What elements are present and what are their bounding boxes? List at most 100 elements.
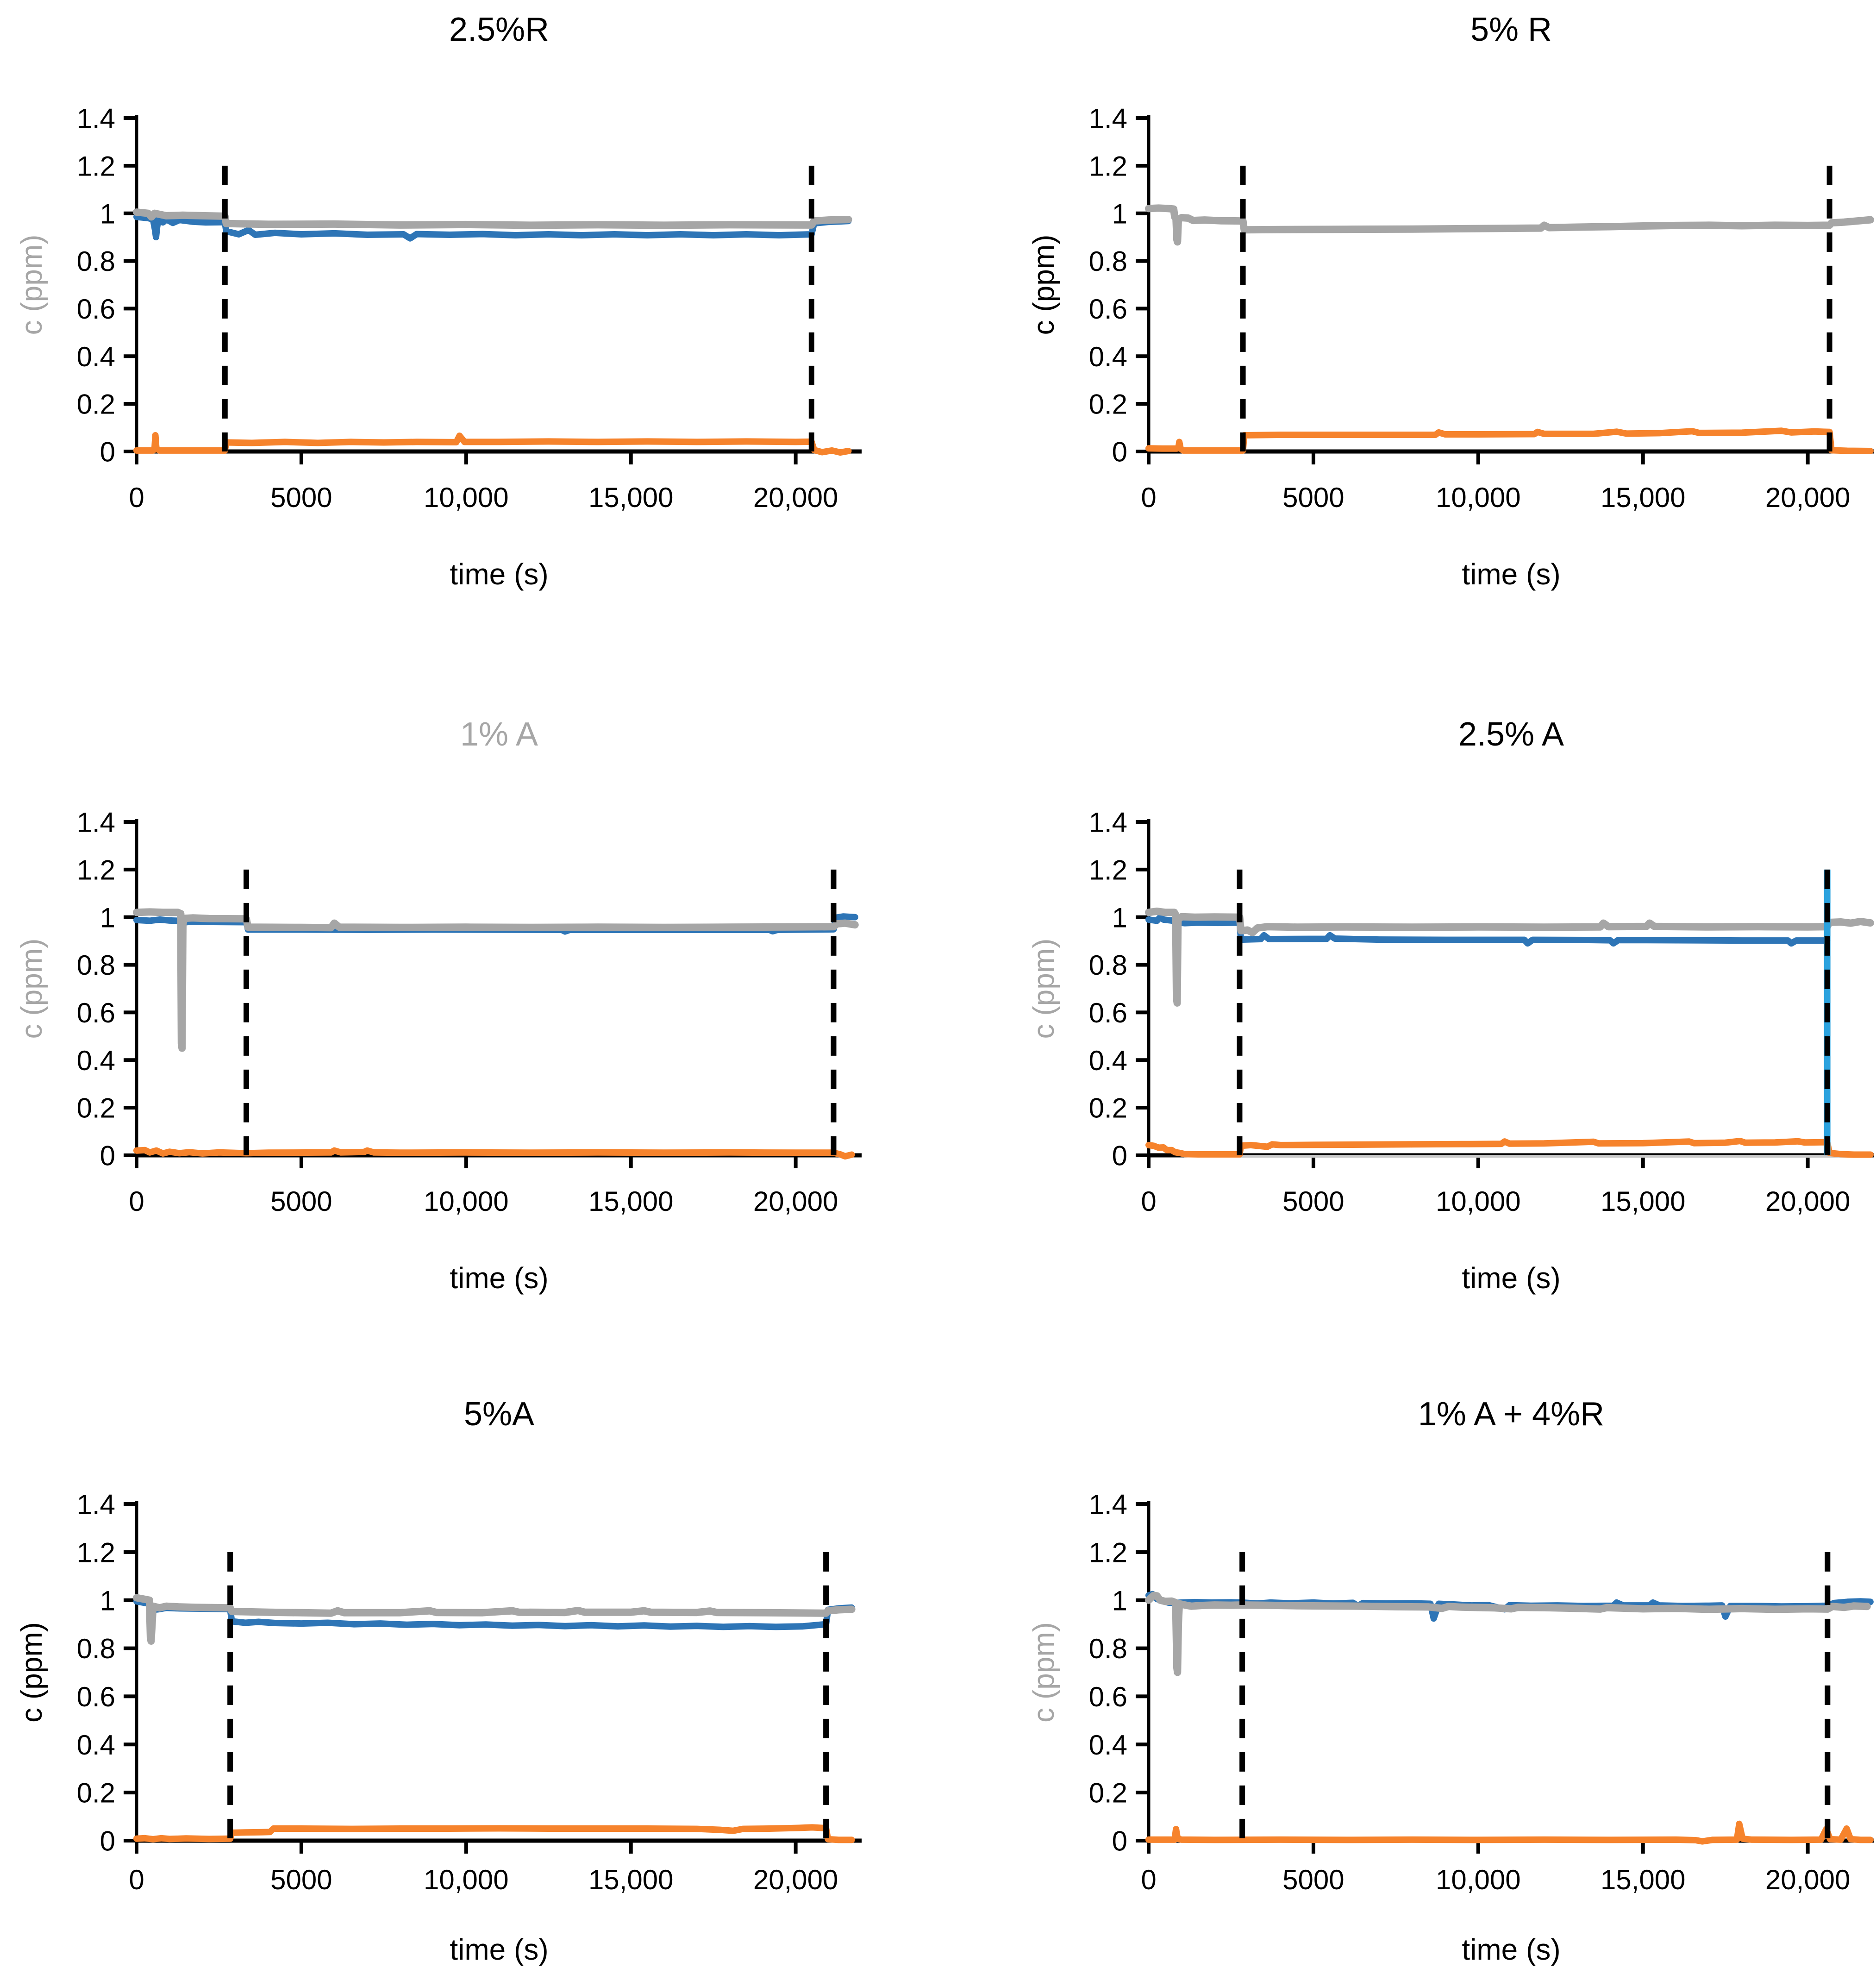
y-tick-label: 0.6 [77, 1681, 115, 1712]
x-tick-label: 20,000 [753, 482, 838, 513]
y-tick-label: 0.2 [77, 1778, 115, 1809]
y-tick-label: 0 [100, 437, 115, 468]
x-tick-label: 5000 [1282, 1186, 1344, 1217]
x-tick-label: 0 [1141, 1186, 1156, 1217]
x-tick-label: 10,000 [1436, 1864, 1521, 1895]
y-tick-label: 1.2 [77, 1537, 115, 1568]
x-tick-label: 0 [129, 1186, 144, 1217]
x-axis-title: time (s) [450, 558, 548, 591]
x-tick-label: 15,000 [1601, 1186, 1686, 1217]
chart-panel-5R: 0 0.2 0.4 0.6 0.8 1 1.2 1.4 0 5000 10,000 15,000 20,… [938, 0, 1876, 658]
y-tick-label: 0.6 [1089, 1681, 1127, 1712]
chart-title: 2.5% A [1458, 716, 1564, 753]
y-tick-label: 1.4 [1089, 103, 1127, 134]
chart-panel-1A-4R: 0 0.2 0.4 0.6 0.8 1 1.2 1.4 0 5000 10,000 15,000 20,… [938, 1343, 1876, 1974]
y-tick-label: 1.2 [1089, 150, 1127, 182]
blue-series-line [133, 213, 852, 242]
gray-series-line [1145, 907, 1874, 1007]
chart-panel-2-5A: 0 0.2 0.4 0.6 0.8 1 1.2 1.4 0 5000 10,000 15,000 20,… [938, 658, 1876, 1343]
x-tick-label: 10,000 [424, 1864, 509, 1895]
chart-panel-2-5R: 0 0.2 0.4 0.6 0.8 1 1.2 1.4 0 5000 10,000 15,000 20,… [0, 0, 938, 658]
y-tick-label: 0 [1112, 1826, 1127, 1857]
x-tick-label: 10,000 [1436, 482, 1521, 513]
y-tick-label: 1.2 [77, 150, 115, 182]
y-tick-label: 0.8 [77, 950, 115, 981]
x-tick-label: 0 [129, 1864, 144, 1895]
y-tick-label: 0 [100, 1826, 115, 1857]
x-tick-label: 20,000 [753, 1186, 838, 1217]
y-tick-label: 1 [100, 198, 115, 229]
chart-svg: 0 0.2 0.4 0.6 0.8 1 1.2 1.4 0 5000 10,000 15,000 20,… [1027, 716, 1874, 1295]
x-tick-label: 20,000 [1765, 1186, 1851, 1217]
chart-svg: 0 0.2 0.4 0.6 0.8 1 1.2 1.4 0 5000 10,000 15,000 20,… [15, 716, 862, 1295]
chart-svg: 0 0.2 0.4 0.6 0.8 1 1.2 1.4 0 5000 10,000 15,000 20,… [15, 1396, 862, 1966]
y-tick-label: 0 [100, 1141, 115, 1172]
x-tick-label: 5000 [270, 1186, 332, 1217]
chart-title: 1% A + 4%R [1418, 1396, 1604, 1433]
y-tick-label: 0.8 [1089, 1633, 1127, 1664]
x-tick-label: 15,000 [588, 1186, 674, 1217]
chart-panel-1A: 0 0.2 0.4 0.6 0.8 1 1.2 1.4 0 5000 10,000 15,000 20,… [0, 658, 938, 1343]
y-tick-label: 1.4 [77, 1489, 115, 1520]
x-axis-title: time (s) [1462, 1261, 1560, 1295]
y-tick-label: 1 [100, 902, 115, 933]
gray-series-line [133, 908, 859, 1052]
x-tick-label: 15,000 [588, 482, 674, 513]
x-axis-title: time (s) [1462, 1933, 1560, 1966]
orange-series-line [1145, 1138, 1874, 1158]
x-tick-label: 10,000 [424, 1186, 509, 1217]
y-tick-label: 1.4 [77, 103, 115, 134]
x-tick-label: 5000 [1282, 1864, 1344, 1895]
x-tick-label: 20,000 [1765, 1864, 1851, 1895]
x-tick-label: 5000 [270, 1864, 332, 1895]
chart-title: 2.5%R [449, 11, 549, 48]
y-tick-label: 1 [1112, 198, 1127, 229]
y-tick-label: 0.4 [1089, 1730, 1127, 1761]
y-tick-label: 1 [1112, 1585, 1127, 1616]
x-tick-label: 0 [129, 482, 144, 513]
x-axis-title: time (s) [450, 1261, 548, 1295]
chart-svg: 0 0.2 0.4 0.6 0.8 1 1.2 1.4 0 5000 10,000 15,000 20,… [15, 11, 862, 591]
y-tick-label: 0.2 [77, 1093, 115, 1124]
x-tick-label: 20,000 [1765, 482, 1851, 513]
x-tick-label: 15,000 [1601, 1864, 1686, 1895]
y-tick-label: 0.6 [1089, 294, 1127, 325]
y-tick-label: 1.2 [1089, 854, 1127, 885]
x-axis-title: time (s) [1462, 558, 1560, 591]
y-axis-title: c (ppm) [15, 235, 48, 335]
y-tick-label: 1 [100, 1585, 115, 1616]
y-tick-label: 0.6 [77, 294, 115, 325]
y-tick-label: 0.2 [1089, 389, 1127, 420]
y-tick-label: 0.6 [1089, 997, 1127, 1028]
y-tick-label: 0.2 [1089, 1093, 1127, 1124]
x-tick-label: 5000 [270, 482, 332, 513]
y-tick-label: 0.4 [1089, 341, 1127, 372]
y-axis-title: c (ppm) [1027, 939, 1060, 1039]
y-tick-label: 1.4 [77, 807, 115, 838]
y-axis-title: c (ppm) [15, 1622, 48, 1723]
y-tick-label: 1.2 [77, 854, 115, 885]
x-tick-label: 15,000 [588, 1864, 674, 1895]
y-tick-label: 0.2 [77, 389, 115, 420]
y-axis-title: c (ppm) [1027, 1622, 1060, 1723]
gray-series-line [133, 208, 852, 229]
x-tick-label: 10,000 [1436, 1186, 1521, 1217]
x-axis-title: time (s) [450, 1933, 548, 1966]
y-tick-label: 0.4 [77, 341, 115, 372]
y-tick-label: 0.2 [1089, 1778, 1127, 1809]
x-tick-label: 0 [1141, 482, 1156, 513]
x-tick-label: 5000 [1282, 482, 1344, 513]
y-tick-label: 0.4 [77, 1730, 115, 1761]
orange-series-line [133, 1824, 855, 1843]
chart-title: 5%A [464, 1396, 534, 1433]
y-tick-label: 1.4 [1089, 1489, 1127, 1520]
y-axis-title: c (ppm) [1027, 235, 1060, 335]
orange-series-line [1145, 1820, 1874, 1845]
x-tick-label: 15,000 [1601, 482, 1686, 513]
y-tick-label: 0.8 [1089, 246, 1127, 277]
y-tick-label: 0.8 [77, 246, 115, 277]
x-tick-label: 10,000 [424, 482, 509, 513]
y-axis-title: c (ppm) [15, 939, 48, 1039]
y-tick-label: 0.8 [77, 1633, 115, 1664]
